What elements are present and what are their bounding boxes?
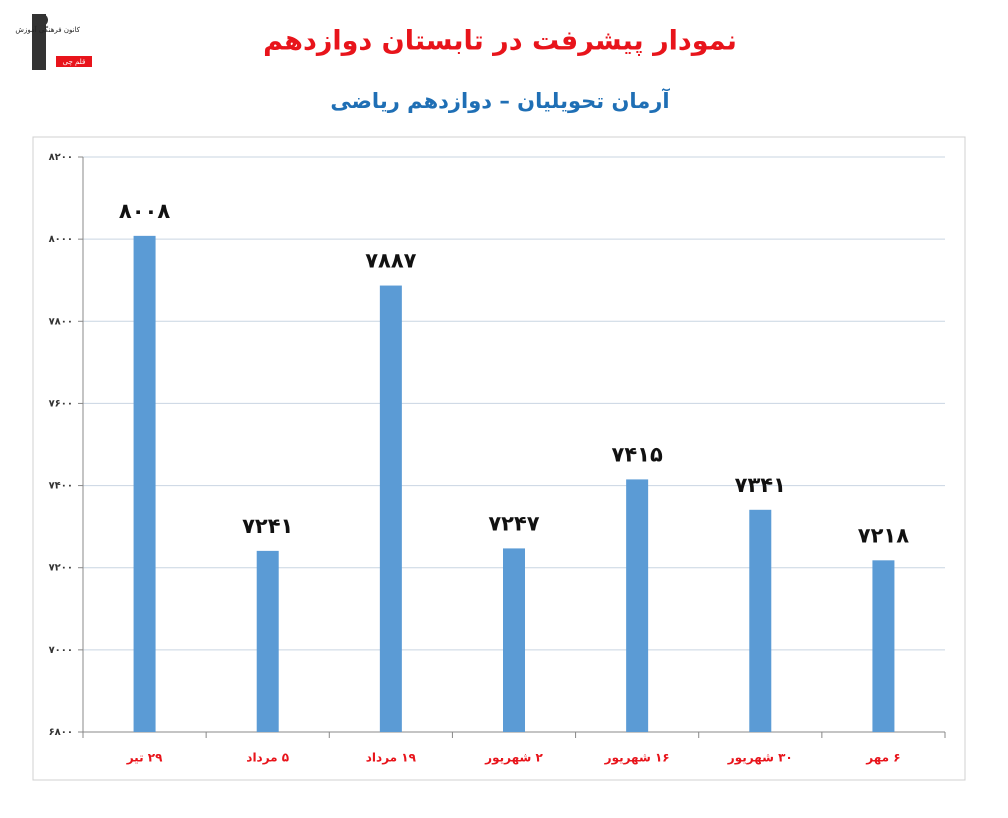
- y-tick-label: ۶۸۰۰: [49, 727, 73, 738]
- bar: [379, 285, 402, 732]
- bar: [872, 560, 895, 732]
- chart-frame: [32, 136, 966, 781]
- value-label: ۷۳۴۱: [735, 473, 786, 497]
- y-tick-label: ۷۴۰۰: [49, 481, 73, 492]
- y-tick-label: ۷۶۰۰: [49, 398, 73, 409]
- logo-head: [36, 14, 48, 26]
- value-label: ۷۲۱۸: [858, 523, 909, 547]
- value-label: ۷۲۴۱: [242, 514, 293, 538]
- chart-title: نمودار پیشرفت در تابستان دوازدهم: [263, 26, 737, 57]
- logo-badge: [56, 56, 92, 67]
- x-tick-label: ۲۹ تیر: [126, 751, 163, 765]
- logo-figure: [32, 14, 46, 70]
- x-tick-label: ۶ مهر: [865, 751, 900, 765]
- logo-badge-text: قلم چی: [63, 58, 86, 66]
- y-tick-label: ۸۰۰۰: [49, 234, 73, 245]
- logo: کانون فرهنگی آموزش قلم چی: [15, 14, 92, 70]
- value-label: ۷۴۱۵: [612, 442, 663, 466]
- x-tick-label: ۲ شهریور: [484, 751, 543, 766]
- bar: [503, 548, 525, 732]
- bar: [256, 550, 279, 732]
- bar: [133, 235, 156, 732]
- x-tick-label: ۱۹ مرداد: [366, 751, 417, 765]
- bar: [626, 479, 649, 732]
- bar: [749, 509, 772, 732]
- x-tick-label: ۳۰ شهریور: [727, 751, 793, 766]
- value-label: ۷۸۸۷: [365, 249, 416, 273]
- logo-text: کانون فرهنگی آموزش: [15, 25, 80, 34]
- value-label: ۸۰۰۸: [119, 199, 170, 223]
- x-tick-label: ۵ مرداد: [246, 751, 289, 765]
- chart-subtitle: آرمان تحویلیان – دوازدهم ریاضی: [330, 88, 670, 113]
- y-tick-label: ۷۰۰۰: [49, 645, 73, 656]
- y-tick-label: ۷۸۰۰: [49, 316, 73, 327]
- value-label: ۷۲۴۷: [488, 511, 539, 535]
- y-tick-label: ۸۲۰۰: [49, 152, 73, 163]
- x-tick-label: ۱۶ شهریور: [604, 751, 670, 766]
- y-tick-label: ۷۲۰۰: [49, 563, 73, 574]
